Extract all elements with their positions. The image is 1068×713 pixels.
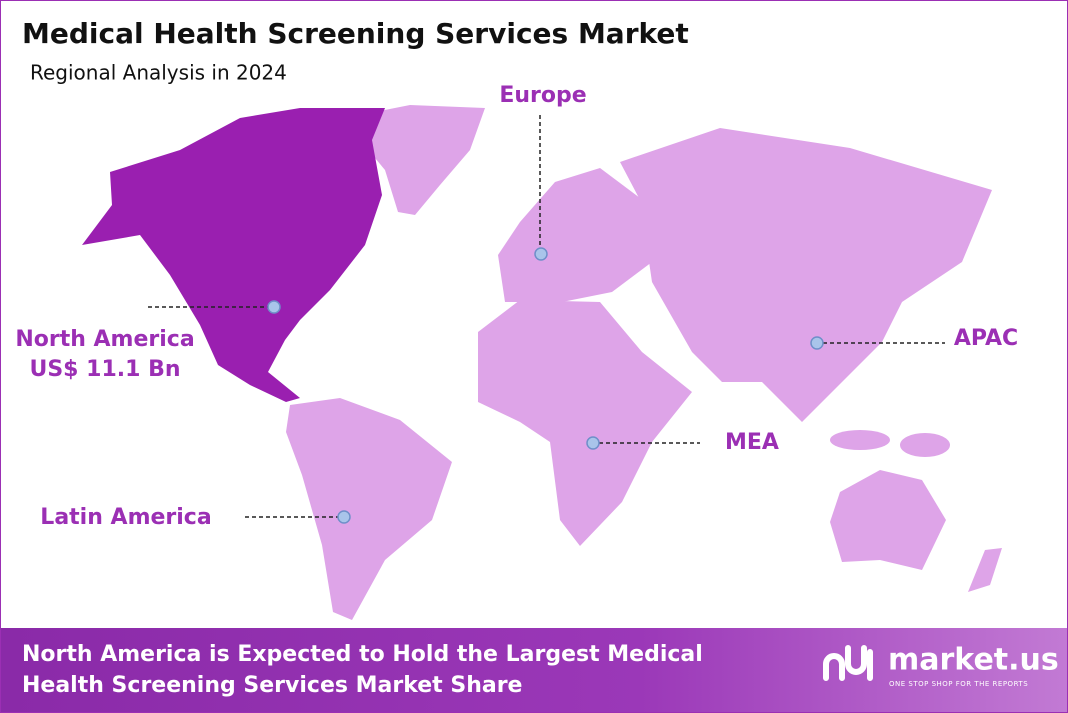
marker	[534, 247, 548, 261]
region-label: Europe	[499, 83, 586, 108]
region-label: APAC	[954, 326, 1018, 351]
marker	[337, 510, 351, 524]
greenland	[345, 105, 485, 215]
islands	[830, 430, 890, 450]
subtitle: Regional Analysis in 2024	[30, 61, 287, 85]
mea-callout: MEA	[586, 430, 779, 455]
marker	[810, 336, 824, 350]
apac-callout: APAC	[810, 326, 1018, 351]
australia	[830, 470, 946, 570]
footer-band	[1, 628, 1067, 712]
logo-name: market.us	[888, 643, 1059, 678]
islands	[900, 433, 950, 457]
asia	[620, 128, 992, 422]
logo-icon	[823, 645, 873, 681]
logo-tagline: ONE STOP SHOP FOR THE REPORTS	[889, 680, 1028, 688]
new-zealand	[968, 548, 1002, 592]
north-america	[82, 108, 385, 402]
north-america-callout: North America US$ 11.1 Bn	[15, 300, 281, 382]
footer-text: North America is Expected to Hold the La…	[22, 642, 703, 667]
europe-callout: Europe	[499, 83, 587, 261]
marker	[586, 436, 600, 450]
latin-america-callout: Latin America	[40, 505, 351, 530]
region-label: North America	[15, 327, 194, 352]
title: Medical Health Screening Services Market	[22, 17, 689, 50]
world-map	[82, 105, 1002, 620]
footer-text: Health Screening Services Market Share	[22, 673, 522, 698]
marker	[267, 300, 281, 314]
logo: market.us ONE STOP SHOP FOR THE REPORTS	[823, 643, 1059, 688]
africa	[478, 300, 692, 546]
region-label: MEA	[725, 430, 779, 455]
europe	[498, 168, 652, 302]
region-value: US$ 11.1 Bn	[29, 357, 180, 382]
region-label: Latin America	[40, 505, 211, 530]
south-america	[286, 398, 452, 620]
